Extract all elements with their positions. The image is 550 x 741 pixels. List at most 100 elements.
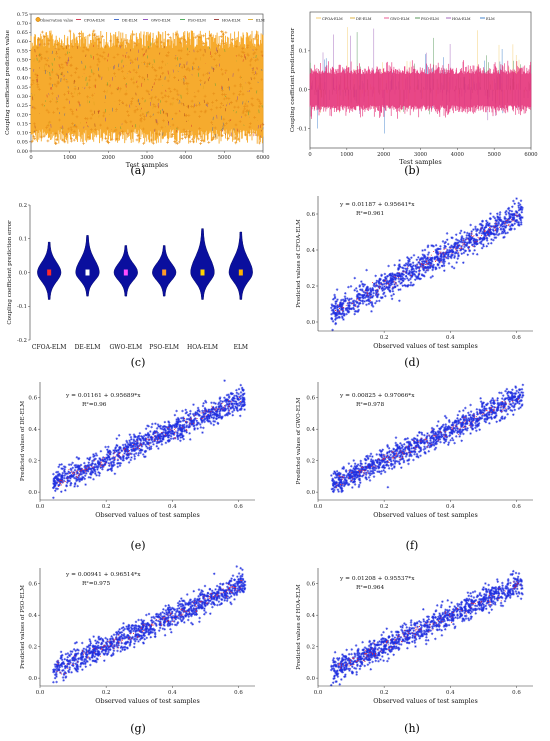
panel-e-y-tick-label: 0.0 (28, 490, 37, 496)
panel-c: CFOA-ELM DE-ELM GWO-ELM PSO-ELM HOA-ELM ELM -0… (7, 203, 253, 369)
panel-d-y-axis-label: Predicted values of CFOA-ELM (296, 219, 302, 308)
panel-a-legend-label: PSO-ELM (188, 19, 206, 23)
panel-f-caption: (f) (406, 539, 419, 552)
panel-c-category-label: DE-ELM (75, 344, 101, 351)
violin-center-marker (238, 269, 243, 276)
panel-a-legend-label: Observation value (40, 19, 73, 23)
panel-f-y-tick-label: 0.2 (306, 458, 315, 464)
panel-h-x-tick-label: 0.0 (314, 690, 323, 696)
panel-g-y-tick-label: 0.0 (28, 676, 37, 682)
panel-a-y-tick-label: 0.70 (17, 21, 28, 27)
panel-f-scatter-points (330, 383, 525, 494)
panel-f-x-tick-label: 0.0 (314, 504, 323, 510)
panel-f-y-tick-label: 0.6 (306, 396, 315, 402)
panel-e-y-tick-label: 0.4 (28, 427, 37, 433)
panel-a-x-tick-label: 0 (29, 155, 32, 161)
violin-center-marker (123, 269, 128, 276)
panel-a-series-6 (31, 44, 263, 138)
panel-b-legend-label: HOA-ELM (452, 17, 471, 21)
panel-e-y-tick-label: 0.2 (28, 458, 37, 464)
panel-e-fit-points (57, 396, 241, 488)
panel-a-y-tick-label: 0.75 (17, 12, 28, 18)
panel-a-y-tick-label: 0.35 (17, 85, 28, 91)
panel-c-y-tick-label: 0.1 (19, 237, 27, 243)
panel-a: Observation value CFOA-ELM DE-ELM GWO-ELM PS… (5, 12, 270, 177)
panel-a-y-axis-label: Coupling coefficient prediction value (5, 29, 11, 135)
violin-center-marker (162, 269, 167, 276)
panel-d-scatter-points (330, 197, 524, 332)
violin-de-elm (75, 235, 100, 297)
panel-g-scatter (52, 565, 247, 684)
panel-h-fit-points (337, 581, 521, 669)
panel-h-x-axis-label: Observed values of test samples (373, 697, 477, 705)
panel-h-y-tick-label: 0.4 (306, 613, 315, 619)
panel-a-series-group (30, 29, 265, 145)
panel-h-x-tick-label: 0.4 (446, 690, 455, 696)
panel-d-x-tick-label: 0.2 (380, 335, 389, 341)
panel-f: 0.0 0.2 0.4 0.6 0.0 0.2 0.4 0.6 y = 0.00825 + 0.… (296, 382, 533, 552)
panel-h-axes: 0.0 0.2 0.4 0.6 0.0 0.2 0.4 0.6 y = 0.01208 + 0.… (296, 568, 533, 705)
panel-b-y-tick-label: 0.0 (299, 88, 307, 94)
panel-a-x-tick-label: 3000 (140, 155, 153, 161)
panel-f-regression-equation: y = 0.00825 + 0.97066*x (339, 393, 415, 399)
panel-c-y-axis-label: Coupling coefficient prediction error (7, 220, 13, 325)
panel-h-y-tick-label: 0.0 (306, 676, 315, 682)
panel-a-legend-label: DE-ELM (122, 19, 138, 23)
panel-c-y-tick-label: 0.0 (19, 270, 27, 276)
panel-e-caption: (e) (130, 539, 145, 552)
panel-g: 0.0 0.2 0.4 0.6 0.0 0.2 0.4 0.6 y = 0.00941 + 0.… (20, 565, 255, 735)
panel-c-category-label: HOA-ELM (187, 344, 218, 351)
panel-b-legend-label: PSO-ELM (421, 17, 439, 21)
panel-a-y-tick-label: 0.20 (17, 112, 28, 118)
panel-a-series-3 (31, 43, 262, 138)
panel-f-x-tick-label: 0.4 (446, 504, 455, 510)
panel-f-scatter (330, 383, 525, 494)
panel-b-legend-label: ELM (486, 17, 495, 21)
panel-e-r-squared: R²=0.96 (82, 401, 107, 408)
panel-c-category-label: CFOA-ELM (32, 344, 67, 351)
violin-center-marker (47, 269, 52, 276)
panel-b-axes: CFOA-ELM DE-ELM GWO-ELM PSO-ELM HOA-ELM ELM 0 1… (290, 17, 538, 166)
panel-g-x-tick-label: 0.6 (234, 690, 243, 696)
panel-d-caption: (d) (404, 356, 420, 369)
panel-a-y-tick-label: 0.10 (17, 131, 28, 137)
panel-b-legend-label: GWO-ELM (390, 17, 410, 21)
panel-g-y-axis-label: Predicted values of PSO-ELM (20, 585, 26, 669)
panel-c-violins (37, 228, 253, 300)
panel-e-x-tick-label: 0.6 (234, 504, 243, 510)
panel-e-x-axis-label: Observed values of test samples (95, 511, 199, 519)
panel-a-y-tick-label: 0.45 (17, 67, 28, 73)
panel-b-y-tick-label: -0.1 (297, 126, 307, 132)
panel-a-y-tick-label: 0.55 (17, 48, 28, 54)
panel-g-r-squared: R²=0.975 (82, 580, 110, 587)
panel-d-x-tick-label: 0.4 (446, 335, 455, 341)
panel-g-y-tick-label: 0.4 (28, 613, 37, 619)
panel-b-x-tick-label: 1000 (340, 152, 353, 158)
panel-h-x-tick-label: 0.2 (380, 690, 389, 696)
panel-f-axes: 0.0 0.2 0.4 0.6 0.0 0.2 0.4 0.6 y = 0.00825 + 0.… (296, 382, 533, 519)
panel-d-y-tick-label: 0.4 (306, 248, 315, 254)
panel-e-x-tick-label: 0.0 (36, 504, 45, 510)
panel-b-caption: (b) (404, 164, 420, 177)
panel-h-scatter (329, 569, 524, 687)
panel-h-x-tick-label: 0.6 (512, 690, 521, 696)
panel-c-y-tick-label: -0.1 (17, 304, 27, 310)
panel-f-y-axis-label: Predicted values of GWO-ELM (296, 397, 302, 484)
panel-c-y-tick-label: 0.2 (19, 203, 27, 209)
panel-e-x-tick-label: 0.2 (102, 504, 111, 510)
violin-center-marker (200, 269, 205, 276)
panel-f-r-squared: R²=0.978 (356, 401, 384, 408)
panel-c-category-label: GWO-ELM (110, 344, 143, 351)
panel-a-x-tick-label: 5000 (218, 155, 231, 161)
panel-a-y-tick-label: 0.00 (17, 149, 28, 155)
panel-h-scatter-points (329, 569, 524, 687)
panel-d-r-squared: R²=0.961 (356, 210, 384, 217)
panel-g-x-axis-label: Observed values of test samples (95, 697, 199, 705)
panel-e-axes: 0.0 0.2 0.4 0.6 0.0 0.2 0.4 0.6 y = 0.01161 + 0.… (20, 382, 255, 519)
panel-a-x-axis-label: Test samples (126, 161, 169, 169)
panel-f-y-tick-label: 0.4 (306, 427, 315, 433)
panel-a-x-tick-label: 2000 (102, 155, 115, 161)
panel-a-legend-label: CFOA-ELM (84, 19, 105, 23)
panel-c-y-tick-label: -0.2 (17, 338, 27, 344)
panel-d-y-tick-label: 0.0 (306, 320, 315, 326)
